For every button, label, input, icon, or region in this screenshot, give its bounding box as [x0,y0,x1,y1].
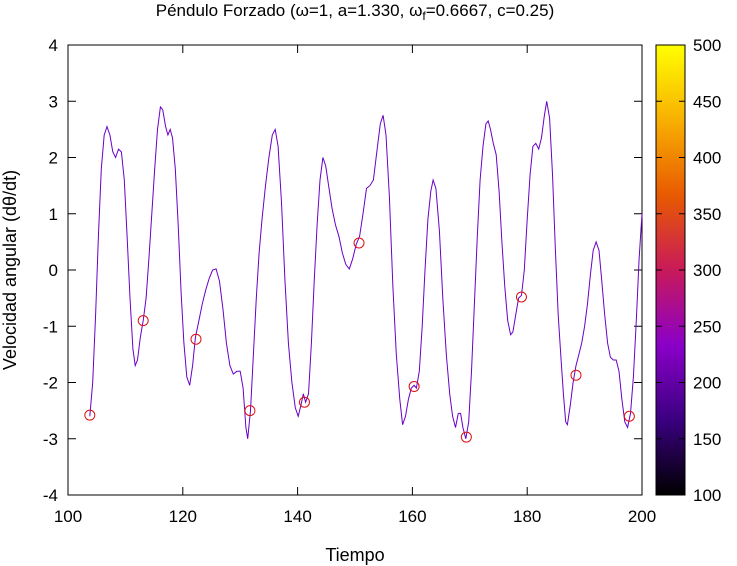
poincare-marker [570,369,582,381]
colorbar-ticks: 100 150 200 250 300 350 400 450 500 [656,36,721,505]
chart-title: Péndulo Forzado (ω=1, a=1.330, ωf=0.6667… [156,1,555,23]
poincare-marker [190,333,202,345]
x-axis-title: Tiempo [325,545,384,565]
series-layer [89,101,643,439]
x-tick-label: 180 [513,507,541,526]
colorbar-tick-label: 100 [693,486,721,505]
poincare-marker [515,291,527,303]
colorbar-tick-label: 450 [693,92,721,111]
y-tick-label: 3 [49,92,58,111]
poincare-marker [408,380,420,392]
x-tick-label: 160 [398,507,426,526]
y-tick-label: -4 [43,486,58,505]
x-tick-label: 200 [628,507,656,526]
y-tick-label: 2 [49,149,58,168]
axis-ticks: 100 120 140 160 180 200 -4 -3 -2 -1 0 1 2 3 4 [43,36,656,526]
y-tick-label: 1 [49,205,58,224]
poincare-marker [623,410,635,422]
poincare-marker [353,237,365,249]
poincare-marker [298,396,310,408]
poincare-marker [460,431,472,443]
y-tick-label: -1 [43,317,58,336]
x-tick-label: 140 [283,507,311,526]
colorbar-tick-label: 500 [693,36,721,55]
x-tick-label: 120 [169,507,197,526]
y-axis-title: Velocidad angular (dθ/dt) [0,170,20,370]
colorbar-tick-label: 250 [693,317,721,336]
x-tick-label: 100 [54,507,82,526]
colorbar-tick-label: 150 [693,430,721,449]
poincare-marker [84,409,96,421]
colorbar-tick-label: 200 [693,374,721,393]
y-tick-label: -3 [43,430,58,449]
poincare-marker [137,315,149,327]
colorbar-tick-label: 300 [693,261,721,280]
poincare-marker [244,405,256,417]
series-line [89,101,643,439]
y-tick-label: 0 [49,261,58,280]
y-tick-label: -2 [43,374,58,393]
colorbar-tick-label: 400 [693,149,721,168]
markers-layer [84,237,635,443]
colorbar-tick-label: 350 [693,205,721,224]
y-tick-label: 4 [49,36,58,55]
